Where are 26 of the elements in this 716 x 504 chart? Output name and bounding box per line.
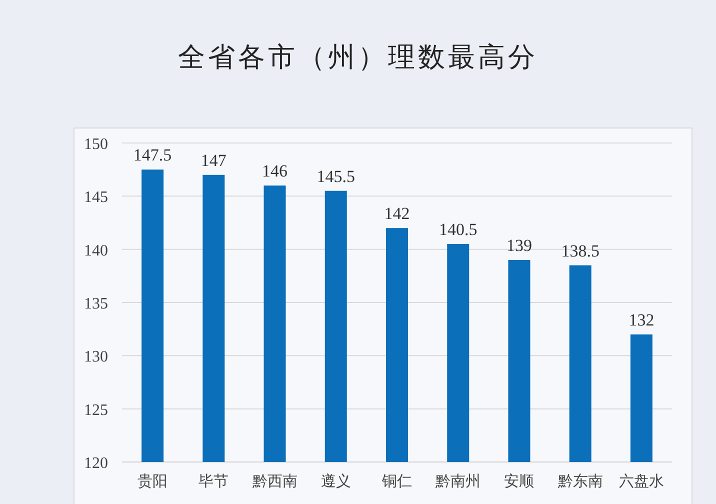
y-tick-label: 150 <box>84 136 108 153</box>
y-tick-label: 135 <box>84 296 108 312</box>
data-label: 142 <box>384 204 410 224</box>
x-tick-label: 六盘水 <box>618 474 664 490</box>
x-tick-label: 黔东南 <box>558 474 603 490</box>
x-tick-label: 遵义 <box>320 474 351 490</box>
y-tick-label: 130 <box>84 348 108 366</box>
y-tick-label: 145 <box>84 189 108 206</box>
data-label: 146 <box>262 162 288 181</box>
data-label: 145.5 <box>316 166 356 186</box>
x-tick-label: 贵阳 <box>138 474 168 490</box>
data-label: 132 <box>628 310 654 330</box>
x-tick-label: 安顺 <box>504 474 534 490</box>
y-tick-label: 120 <box>84 455 108 472</box>
data-label: 140.5 <box>438 220 478 240</box>
x-tick-label: 黔西南 <box>252 474 298 490</box>
data-label: 138.5 <box>561 241 600 260</box>
data-label: 147 <box>200 150 226 170</box>
data-label: 147.5 <box>133 146 172 165</box>
chart-title: 全省各市（州）理数最高分 <box>178 42 538 72</box>
data-label: 139 <box>506 236 532 255</box>
x-tick-label: 铜仁 <box>382 474 412 490</box>
y-tick-label: 140 <box>84 242 108 260</box>
y-tick-label: 125 <box>84 402 108 419</box>
x-tick-label: 毕节 <box>198 474 229 490</box>
x-tick-label: 黔南州 <box>436 474 481 490</box>
